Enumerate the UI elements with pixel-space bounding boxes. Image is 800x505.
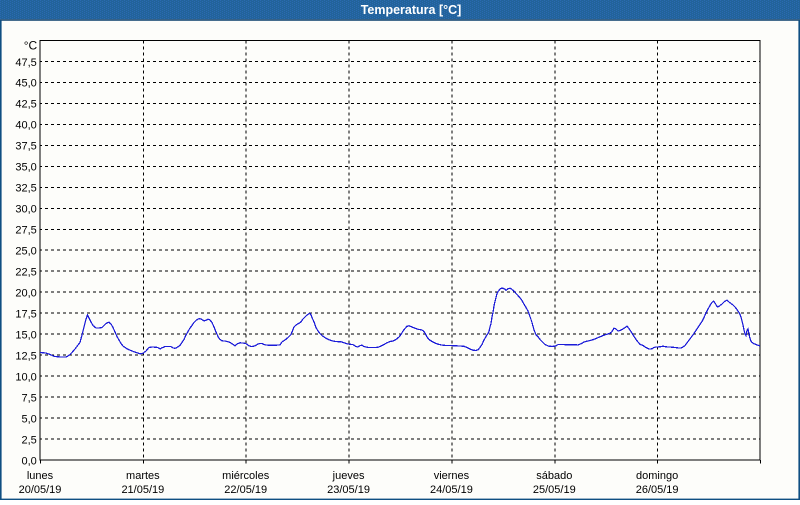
svg-text:5,0: 5,0 <box>22 413 37 425</box>
svg-text:20/05/19: 20/05/19 <box>19 484 62 496</box>
svg-text:26/05/19: 26/05/19 <box>636 484 679 496</box>
svg-text:37,5: 37,5 <box>15 141 36 153</box>
svg-text:12,5: 12,5 <box>15 350 36 362</box>
svg-text:martes: martes <box>126 470 160 482</box>
svg-text:30,0: 30,0 <box>15 204 36 216</box>
svg-text:23/05/19: 23/05/19 <box>327 484 370 496</box>
svg-text:40,0: 40,0 <box>15 120 36 132</box>
svg-text:27,5: 27,5 <box>15 225 36 237</box>
svg-text:sábado: sábado <box>536 470 572 482</box>
svg-text:24/05/19: 24/05/19 <box>430 484 473 496</box>
svg-text:21/05/19: 21/05/19 <box>121 484 164 496</box>
svg-text:47,5: 47,5 <box>15 57 36 69</box>
svg-text:15,0: 15,0 <box>15 329 36 341</box>
svg-text:32,5: 32,5 <box>15 183 36 195</box>
svg-text:viernes: viernes <box>434 470 470 482</box>
svg-text:0,0: 0,0 <box>22 455 37 467</box>
svg-text:domingo: domingo <box>636 470 678 482</box>
svg-text:°C: °C <box>24 38 38 52</box>
svg-text:45,0: 45,0 <box>15 78 36 90</box>
svg-text:22,5: 22,5 <box>15 267 36 279</box>
svg-text:10,0: 10,0 <box>15 371 36 383</box>
svg-text:25,0: 25,0 <box>15 246 36 258</box>
svg-text:35,0: 35,0 <box>15 162 36 174</box>
svg-text:25/05/19: 25/05/19 <box>533 484 576 496</box>
svg-text:lunes: lunes <box>27 470 54 482</box>
svg-text:Temperatura [°C]: Temperatura [°C] <box>361 3 462 17</box>
svg-text:17,5: 17,5 <box>15 309 36 321</box>
svg-text:7,5: 7,5 <box>22 392 37 404</box>
svg-text:jueves: jueves <box>332 470 365 482</box>
svg-text:2,5: 2,5 <box>22 434 37 446</box>
svg-text:22/05/19: 22/05/19 <box>224 484 267 496</box>
svg-text:20,0: 20,0 <box>15 288 36 300</box>
svg-text:miércoles: miércoles <box>222 470 270 482</box>
svg-text:42,5: 42,5 <box>15 99 36 111</box>
